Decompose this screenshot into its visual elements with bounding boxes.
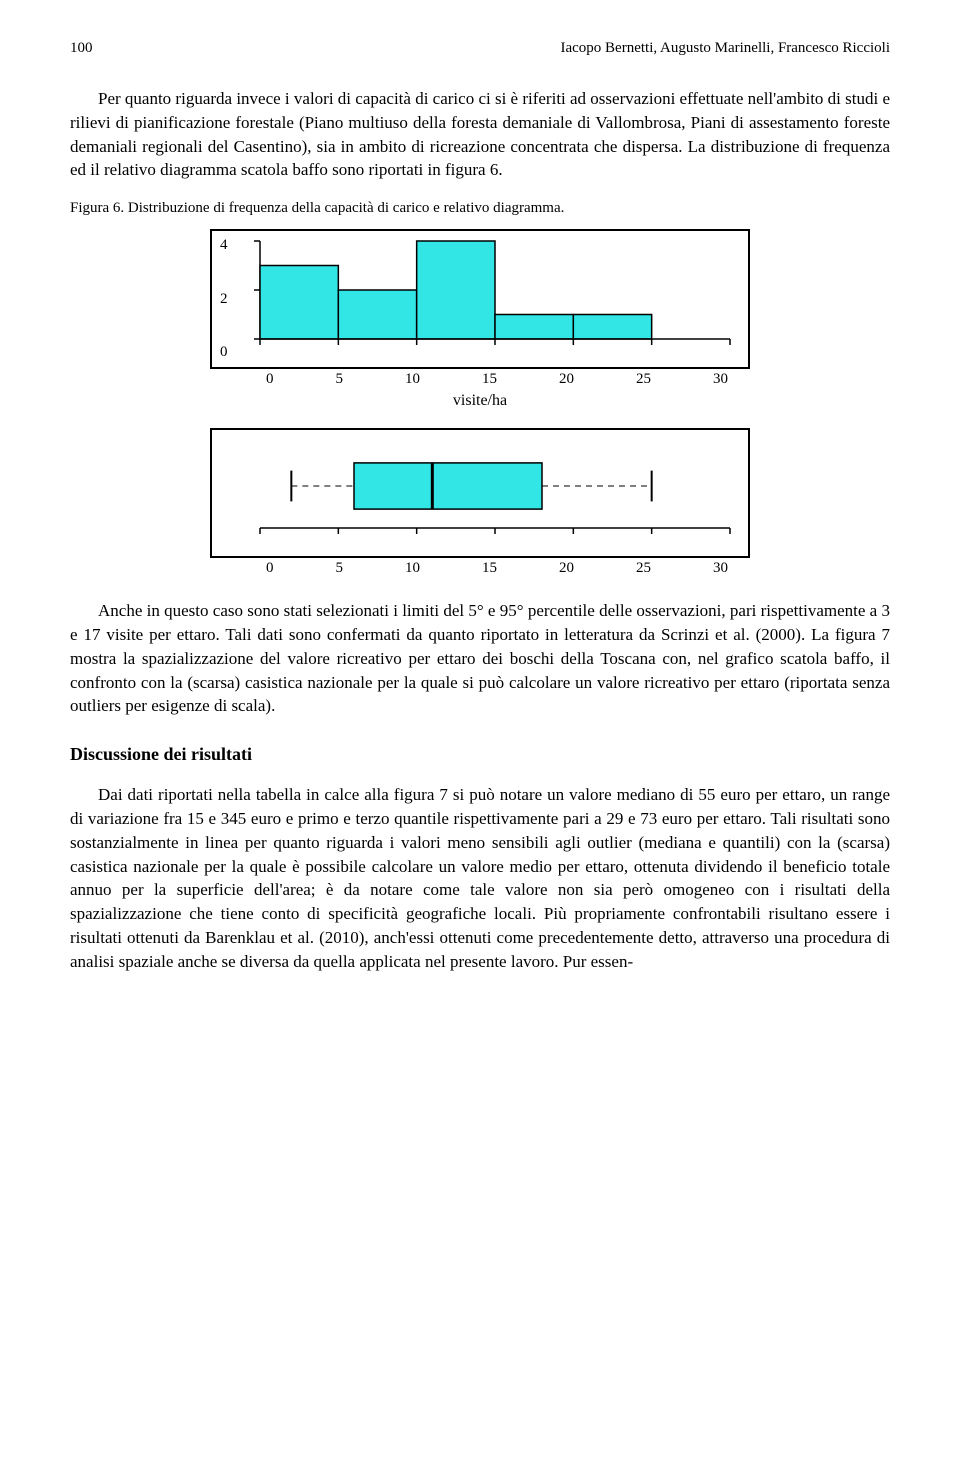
paragraph-discussion: Dai dati riportati nella tabella in calc…	[70, 783, 890, 973]
histogram-x-label: visite/ha	[210, 392, 750, 410]
xtick-label: 20	[559, 371, 574, 388]
section-heading: Discussione dei risultati	[70, 744, 890, 765]
ytick-label: 2	[220, 291, 228, 308]
xtick-label: 0	[266, 560, 274, 577]
figure-caption: Figura 6. Distribuzione di frequenza del…	[70, 200, 890, 217]
xtick-label: 20	[559, 560, 574, 577]
xtick-label: 15	[482, 560, 497, 577]
xtick-label: 0	[266, 371, 274, 388]
xtick-label: 10	[405, 371, 420, 388]
histogram-chart: 4 2 0	[210, 229, 750, 369]
ytick-label: 4	[220, 237, 228, 254]
paragraph-intro: Per quanto riguarda invece i valori di c…	[70, 87, 890, 182]
boxplot-svg	[212, 430, 748, 556]
boxplot-x-ticks: 0 5 10 15 20 25 30	[210, 558, 750, 577]
xtick-label: 25	[636, 560, 651, 577]
paragraph-after-figure: Anche in questo caso sono stati selezion…	[70, 599, 890, 718]
page-number: 100	[70, 40, 93, 57]
figure-6: 4 2 0 0 5 10 15 20 25 30 visite/ha 0 5 1…	[210, 229, 750, 577]
header-authors: Iacopo Bernetti, Augusto Marinelli, Fran…	[560, 40, 890, 57]
xtick-label: 15	[482, 371, 497, 388]
running-header: 100 Iacopo Bernetti, Augusto Marinelli, …	[70, 40, 890, 57]
ytick-label: 0	[220, 344, 228, 361]
xtick-label: 30	[713, 560, 728, 577]
xtick-label: 30	[713, 371, 728, 388]
xtick-label: 25	[636, 371, 651, 388]
histogram-y-ticks: 4 2 0	[220, 231, 228, 367]
xtick-label: 10	[405, 560, 420, 577]
xtick-label: 5	[336, 560, 344, 577]
boxplot-chart	[210, 428, 750, 558]
histogram-x-ticks: 0 5 10 15 20 25 30	[210, 369, 750, 388]
xtick-label: 5	[336, 371, 344, 388]
histogram-svg	[212, 231, 748, 367]
